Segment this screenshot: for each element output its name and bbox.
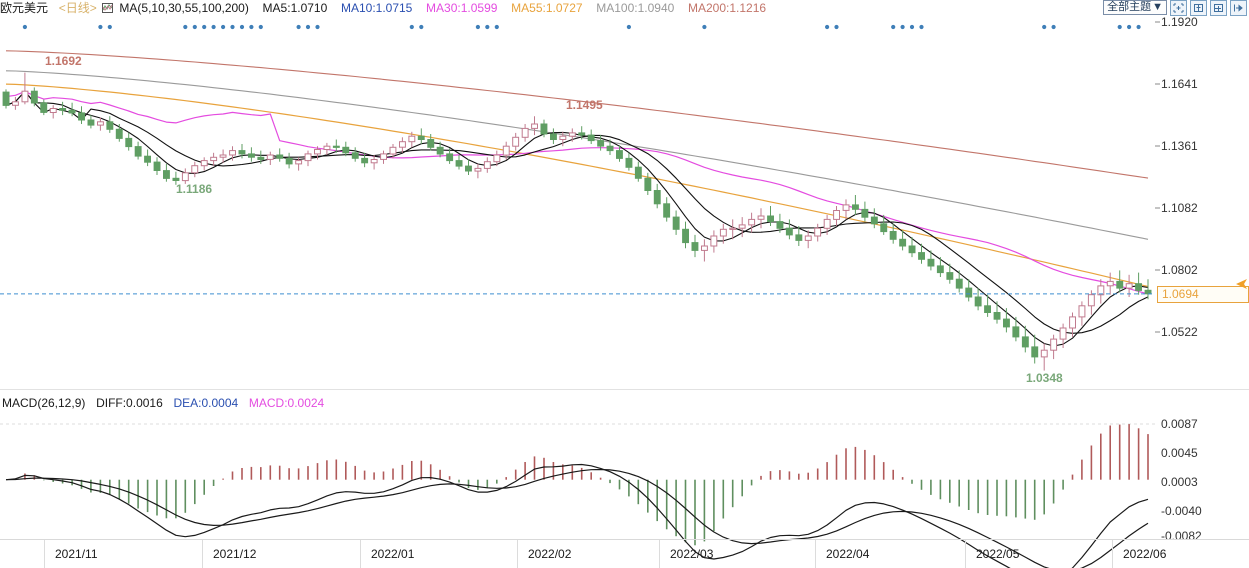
annotation-high-2: 1.1495 [566,98,603,112]
date-axis-label: 2022/02 [528,547,572,561]
zoom-horizontal-icon[interactable] [1210,0,1227,16]
annotation-low-1: 1.1186 [176,182,213,196]
macd-axis-label: 0.0087 [1161,417,1198,431]
annotation-low-2: 1.0348 [1026,371,1063,385]
annotation-high-1: 1.1692 [45,54,82,68]
ma30-value: MA30:1.0599 [426,1,498,15]
chart-header: 欧元美元 <日线> MA(5,10,30,55,100,200) MA5:1.0… [0,0,1249,16]
pane-divider [0,389,1249,390]
macd-chart-canvas [0,423,1155,568]
macd-axis: 0.0087 0.0045 0.0003 -0.0040 -0.0082 [1155,414,1249,543]
expand-right-icon[interactable] [1230,0,1247,16]
date-axis-label: 2021/12 [213,547,257,561]
price-marker-arrow-icon [1236,279,1247,289]
zoom-vertical-icon[interactable] [1190,0,1207,16]
ma100-value: MA100:1.0940 [596,1,675,15]
ma200-value: MA200:1.1216 [688,1,767,15]
date-axis-label: 2022/06 [1123,547,1167,561]
price-axis-label: 1.1361 [1161,139,1198,153]
price-chart-canvas [0,24,1155,371]
ma10-value: MA10:1.0715 [340,1,413,15]
date-axis-label: 2021/11 [55,547,98,561]
price-axis-label: 1.1082 [1161,201,1198,215]
price-axis-label: 1.0802 [1161,263,1198,277]
price-axis: 1.1920 1.1641 1.1361 1.1082 1.0802 1.052… [1155,15,1249,384]
macd-title: MACD(26,12,9) [2,396,86,410]
theme-dropdown[interactable]: 全部主题 ▼ [1103,0,1167,15]
macd-diff-value: DIFF:0.0016 [96,396,163,410]
period-label: <日线> [58,1,97,15]
macd-axis-label: -0.0040 [1161,504,1202,518]
price-chart-pane[interactable]: 1.1692 1.1186 1.1495 1.0348 [0,18,1155,385]
chevron-down-icon: ▼ [1152,1,1163,13]
macd-macd-value: MACD:0.0024 [248,396,325,410]
crosshair-icon[interactable] [1170,0,1187,16]
macd-dea-value: DEA:0.0004 [173,396,239,410]
macd-header: MACD(26,12,9) DIFF:0.0016 DEA:0.0004 MAC… [2,396,324,410]
macd-axis-label: 0.0003 [1161,475,1198,489]
ma55-value: MA55:1.0727 [511,1,583,15]
price-axis-label: 1.1920 [1161,15,1198,29]
date-axis-label: 2022/03 [670,547,714,561]
current-price-tag[interactable]: 1.0694 [1157,286,1249,303]
price-axis-ticks [1155,21,1160,333]
date-axis: 2021/11 2021/12 2022/01 2022/02 2022/03 … [0,539,1249,568]
price-axis-label: 1.1641 [1161,77,1198,91]
date-axis-label: 2022/05 [976,547,1020,561]
price-axis-label: 1.0522 [1161,325,1198,339]
symbol-label: 欧元美元 [0,1,49,15]
chart-toolbar: 全部主题 ▼ [1103,0,1247,16]
ma5-value: MA5:1.0710 [262,1,328,15]
ma-params-label: MA(5,10,30,55,100,200) [119,1,249,15]
theme-dropdown-label: 全部主题 [1107,1,1152,13]
macd-chart-pane[interactable] [0,414,1155,568]
ma-lines-icon [102,3,114,13]
date-axis-label: 2022/04 [826,547,870,561]
macd-axis-label: 0.0045 [1161,446,1198,460]
date-axis-label: 2022/01 [371,547,415,561]
